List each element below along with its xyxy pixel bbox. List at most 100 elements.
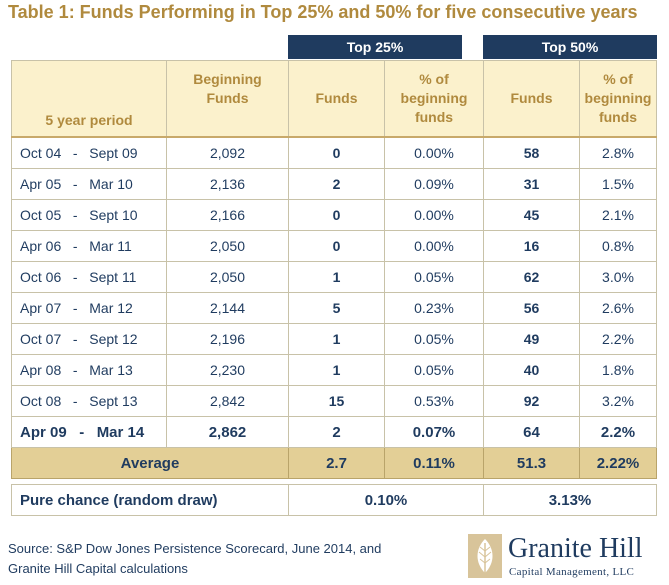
beginning-funds-cell: 2,136 <box>166 168 289 200</box>
period-start: Oct 04 <box>20 145 62 161</box>
top25-pct-cell: 0.05% <box>384 261 484 293</box>
table-row: Apr 08 - Mar 13 2,230 1 0.05% 40 1.8% <box>11 354 657 386</box>
beginning-funds-cell: 2,230 <box>166 354 289 386</box>
chance-row: Pure chance (random draw) 0.10% 3.13% <box>11 484 657 516</box>
period-end: Mar 12 <box>89 300 133 316</box>
top25-funds-cell: 0 <box>288 230 385 262</box>
table-row: Apr 09 - Mar 14 2,862 2 0.07% 64 2.2% <box>11 416 657 448</box>
period-end: Mar 11 <box>89 238 132 254</box>
average-top50-funds: 51.3 <box>483 447 580 479</box>
header-top25-pct: % of beginning funds <box>384 60 484 138</box>
header-top50-funds: Funds <box>483 60 580 138</box>
top50-pct-cell: 2.6% <box>579 292 657 324</box>
top25-pct-cell: 0.00% <box>384 230 484 262</box>
period-separator: - <box>61 331 90 347</box>
top25-funds-cell: 5 <box>288 292 385 324</box>
logo-subtitle: Capital Management, LLC <box>509 566 635 578</box>
period-separator: - <box>61 362 90 378</box>
top50-funds-cell: 45 <box>483 199 580 231</box>
period-end: Sept 12 <box>89 331 138 347</box>
group-header-top50: Top 50% <box>483 35 657 59</box>
table-row: Oct 07 - Sept 12 2,196 1 0.05% 49 2.2% <box>11 323 657 355</box>
period-end: Sept 10 <box>89 207 138 223</box>
top50-pct-cell: 3.2% <box>579 385 657 417</box>
top25-pct-cell: 0.07% <box>384 416 484 448</box>
period-end: Sept 13 <box>89 393 138 409</box>
group-header-top25: Top 25% <box>288 35 462 59</box>
average-label: Average <box>11 447 289 479</box>
logo-name: Granite Hill <box>508 533 643 564</box>
top50-pct-cell: 3.0% <box>579 261 657 293</box>
period-start: Apr 05 <box>20 176 62 192</box>
top50-funds-cell: 58 <box>483 136 580 169</box>
period-cell: Oct 07 - Sept 12 <box>11 323 167 355</box>
period-start: Oct 06 <box>20 269 62 285</box>
period-start: Apr 06 <box>20 238 62 254</box>
top25-funds-cell: 1 <box>288 354 385 386</box>
beginning-funds-cell: 2,196 <box>166 323 289 355</box>
top50-pct-cell: 1.5% <box>579 168 657 200</box>
period-cell: Apr 08 - Mar 13 <box>11 354 167 386</box>
table-row: Oct 04 - Sept 09 2,092 0 0.00% 58 2.8% <box>11 136 657 169</box>
beginning-funds-cell: 2,050 <box>166 230 289 262</box>
top25-pct-cell: 0.00% <box>384 199 484 231</box>
table-row: Apr 06 - Mar 11 2,050 0 0.00% 16 0.8% <box>11 230 657 262</box>
table-row: Apr 07 - Mar 12 2,144 5 0.23% 56 2.6% <box>11 292 657 324</box>
top50-funds-cell: 56 <box>483 292 580 324</box>
period-end: Mar 14 <box>96 423 145 441</box>
period-separator: - <box>61 145 90 161</box>
top25-pct-cell: 0.23% <box>384 292 484 324</box>
table-title: Table 1: Funds Performing in Top 25% and… <box>8 2 638 22</box>
chance-top50-pct: 3.13% <box>483 484 657 516</box>
source-note: Source: S&P Dow Jones Persistence Scorec… <box>8 539 381 579</box>
period-start: Apr 08 <box>20 362 62 378</box>
period-separator: - <box>61 238 90 254</box>
beginning-funds-cell: 2,092 <box>166 136 289 169</box>
table-row: Oct 05 - Sept 10 2,166 0 0.00% 45 2.1% <box>11 199 657 231</box>
top50-funds-cell: 64 <box>483 416 580 448</box>
period-cell: Apr 05 - Mar 10 <box>11 168 167 200</box>
top50-pct-cell: 2.1% <box>579 199 657 231</box>
period-start: Oct 05 <box>20 207 62 223</box>
top25-pct-cell: 0.53% <box>384 385 484 417</box>
top25-pct-cell: 0.05% <box>384 354 484 386</box>
source-line-2: Granite Hill Capital calculations <box>8 561 188 576</box>
period-separator: - <box>61 207 90 223</box>
period-cell: Apr 07 - Mar 12 <box>11 292 167 324</box>
beginning-funds-cell: 2,862 <box>166 416 289 448</box>
funds-table: 5 year period Beginning Funds Funds % of b… <box>11 60 657 479</box>
table-row: Oct 06 - Sept 11 2,050 1 0.05% 62 3.0% <box>11 261 657 293</box>
beginning-funds-cell: 2,166 <box>166 199 289 231</box>
top50-funds-cell: 62 <box>483 261 580 293</box>
period-cell: Oct 06 - Sept 11 <box>11 261 167 293</box>
period-end: Sept 11 <box>89 269 137 285</box>
table-row: Oct 08 - Sept 13 2,842 15 0.53% 92 3.2% <box>11 385 657 417</box>
top25-funds-cell: 1 <box>288 261 385 293</box>
beginning-funds-cell: 2,144 <box>166 292 289 324</box>
period-end: Sept 09 <box>89 145 138 161</box>
header-top25-funds: Funds <box>288 60 385 138</box>
top50-pct-cell: 0.8% <box>579 230 657 262</box>
period-separator: - <box>66 423 97 441</box>
top50-pct-cell: 2.2% <box>579 323 657 355</box>
leaf-logo-icon <box>468 534 502 578</box>
top25-funds-cell: 0 <box>288 136 385 169</box>
top50-funds-cell: 40 <box>483 354 580 386</box>
top50-pct-cell: 2.2% <box>579 416 657 448</box>
top25-pct-cell: 0.00% <box>384 136 484 169</box>
header-row: 5 year period Beginning Funds Funds % of b… <box>11 60 657 138</box>
average-top25-pct: 0.11% <box>384 447 484 479</box>
table-row: Apr 05 - Mar 10 2,136 2 0.09% 31 1.5% <box>11 168 657 200</box>
period-start: Apr 07 <box>20 300 62 316</box>
average-row: Average 2.7 0.11% 51.3 2.22% <box>11 447 657 479</box>
top50-funds-cell: 31 <box>483 168 580 200</box>
average-top25-funds: 2.7 <box>288 447 385 479</box>
period-separator: - <box>61 300 90 316</box>
period-end: Mar 13 <box>89 362 133 378</box>
top25-funds-cell: 0 <box>288 199 385 231</box>
top50-funds-cell: 16 <box>483 230 580 262</box>
period-cell: Apr 09 - Mar 14 <box>11 416 167 448</box>
beginning-funds-cell: 2,050 <box>166 261 289 293</box>
period-cell: Oct 08 - Sept 13 <box>11 385 167 417</box>
period-separator: - <box>61 269 90 285</box>
